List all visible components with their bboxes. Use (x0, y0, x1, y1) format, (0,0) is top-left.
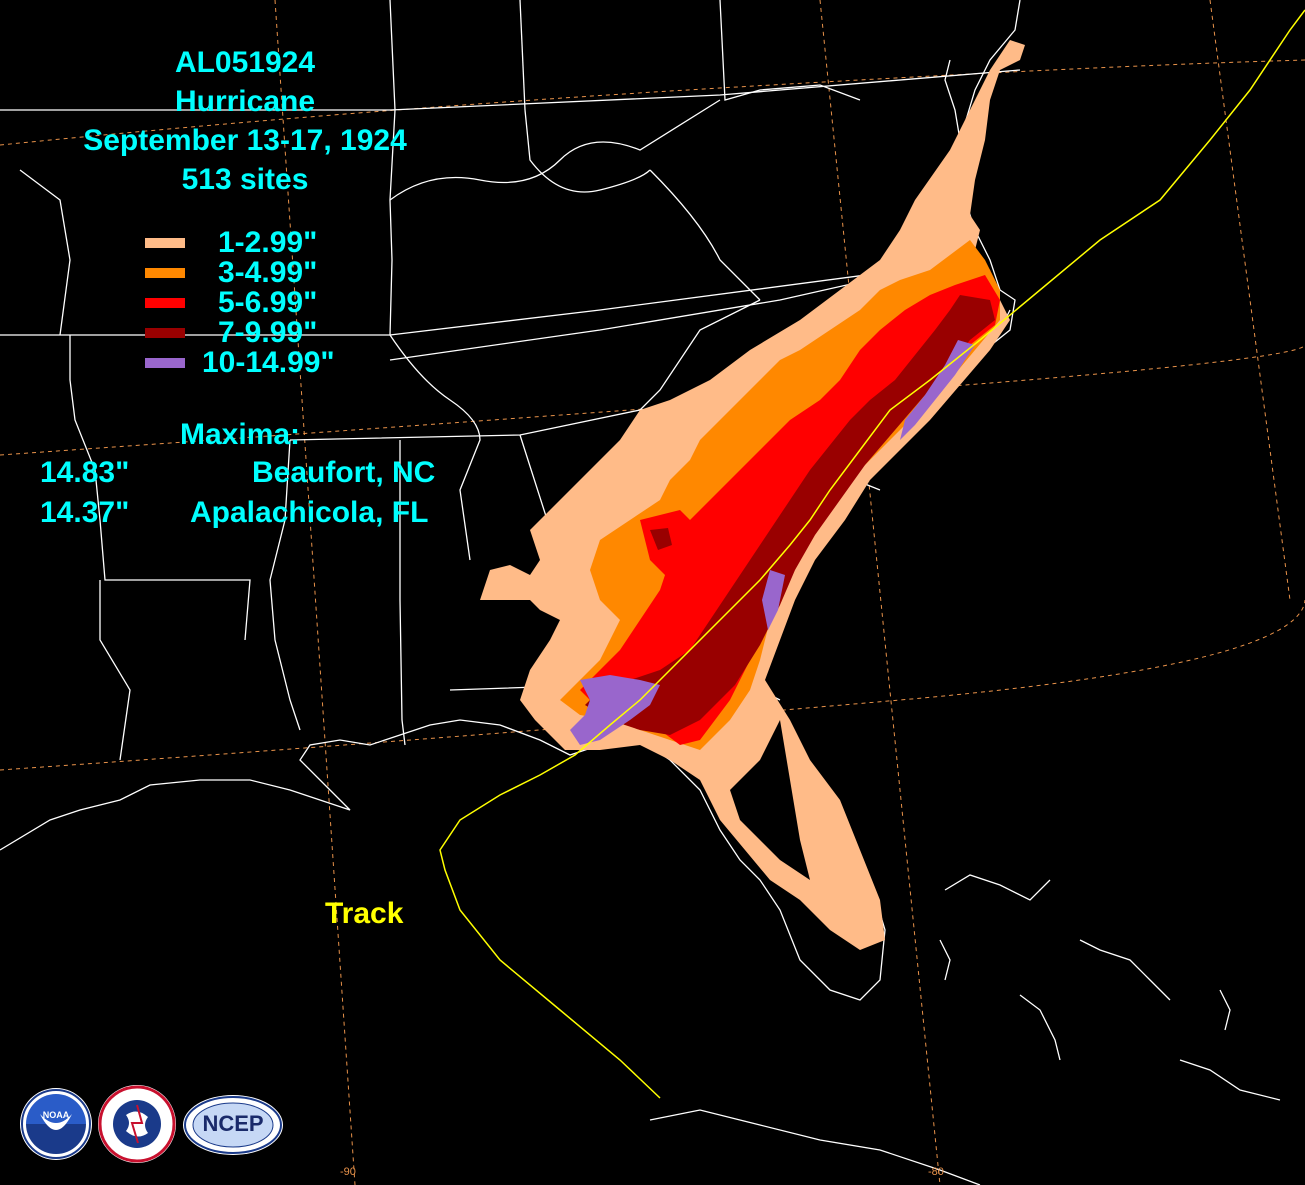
state-boundaries (0, 0, 1021, 761)
contour-10-14.99 (570, 675, 660, 745)
state-line (389, 334, 481, 561)
latitude-line (0, 599, 1305, 771)
cuba-coast (649, 1109, 981, 1185)
contour-7-9.99 (585, 295, 995, 735)
hurricane-track (439, 9, 1305, 1099)
state-line (19, 169, 71, 336)
bahamas (939, 939, 951, 981)
longitude-line (274, 0, 356, 1185)
legend-swatch (145, 358, 185, 368)
bahamas (1179, 1059, 1281, 1101)
bahamas (944, 874, 1051, 901)
state-line (69, 335, 251, 641)
longitude-line (819, 0, 941, 1185)
contour-10-14.99 (762, 570, 785, 630)
ncep-logo: NCEP (183, 1095, 283, 1155)
legend-label: 10-14.99" (202, 346, 335, 379)
maxima-location: Beaufort, NC (252, 456, 436, 489)
ncep-emblem (184, 1096, 282, 1154)
bahamas (1019, 994, 1061, 1061)
contour-7-9.99 (650, 528, 672, 550)
legend-swatch (145, 238, 185, 248)
rainfall-contours (480, 40, 1025, 950)
state-line (269, 439, 301, 731)
bahamas (1219, 989, 1231, 1031)
state-line (389, 0, 396, 336)
state-line (719, 0, 861, 101)
noaa-logo: NOAA (20, 1088, 92, 1160)
maxima-value: 14.37" (40, 496, 130, 529)
noaa-emblem (21, 1089, 91, 1159)
longitude-line (1209, 0, 1291, 601)
storm-type: Hurricane (174, 85, 316, 118)
state-line (524, 109, 651, 193)
legend-label: 3-4.99" (218, 256, 318, 289)
legend-label: 5-6.99" (218, 286, 318, 319)
longitude-label: -80 (928, 1166, 944, 1178)
site-count: 513 sites (181, 163, 309, 196)
contour-10-14.99 (900, 340, 975, 440)
state-line (0, 69, 1021, 111)
nws-emblem (98, 1085, 176, 1163)
state-line (389, 99, 721, 201)
longitude-label: -90 (340, 1166, 356, 1178)
state-line (399, 440, 406, 746)
contour-dry-hole (730, 720, 810, 880)
noaa-text: NOAA (42, 1110, 70, 1120)
maxima-heading: Maxima: (180, 418, 301, 451)
latitude-line (0, 59, 1305, 146)
ncep-text: NCEP (202, 1111, 264, 1136)
bahamas (1079, 939, 1171, 1001)
track-label: Track (325, 897, 404, 930)
nws-logo (98, 1085, 176, 1163)
latitude-line (0, 344, 1305, 456)
legend-label: 7-9.99" (218, 316, 318, 349)
atlantic-coast (0, 0, 1021, 1001)
maxima-location: Apalachicola, FL (190, 496, 429, 529)
legend-swatch (145, 298, 185, 308)
chesapeake-bay (944, 59, 961, 141)
legend-swatch (145, 268, 185, 278)
state-line (649, 169, 761, 301)
legend-swatch (145, 328, 185, 338)
storm-dates: September 13-17, 1924 (83, 124, 407, 157)
state-line (99, 580, 131, 761)
maxima-value: 14.83" (40, 456, 130, 489)
legend-label: 1-2.99" (218, 226, 318, 259)
state-line (519, 0, 526, 111)
storm-id: AL051924 (174, 46, 316, 79)
state-line (639, 299, 761, 411)
